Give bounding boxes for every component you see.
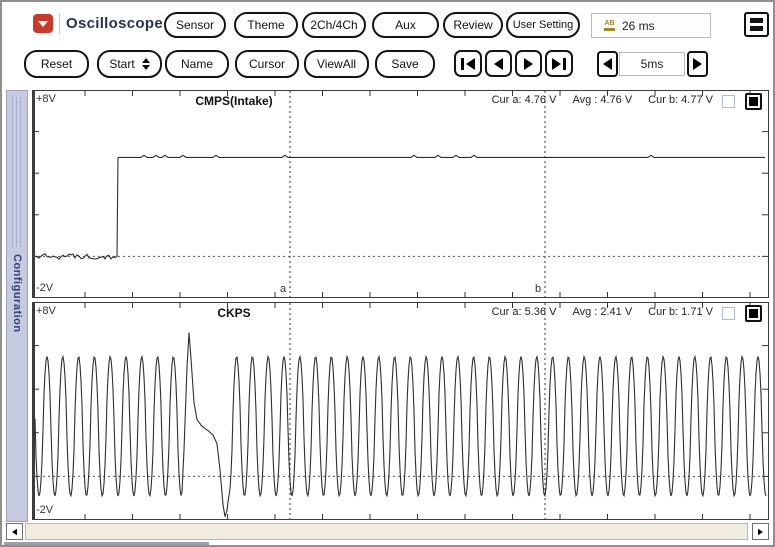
cur-b-value: Cur b: 1.71 V [648,306,713,318]
up-down-spinner-icon [141,58,150,70]
avg-value: Avg : 2.41 V [572,306,633,318]
hscroll-track[interactable] [25,523,748,540]
skip-to-start-button[interactable] [454,50,482,77]
step-back-button[interactable] [485,50,512,77]
skip-to-start-icon [461,57,464,70]
channel-mode-button[interactable]: 2Ch/4Ch [302,12,366,38]
review-button[interactable]: Review [443,12,503,38]
sidebar-grip [12,97,22,247]
hamburger-menu-icon [750,18,763,23]
viewall-button[interactable]: ViewAll [304,50,369,78]
cursor-readout-ckps: Cur a: 5.36 V Avg : 2.41 V Cur b: 1.71 V [492,306,713,318]
chart-panel-ckps: +8V -2V CKPS Cur a: 5.36 V Avg : 2.41 V … [32,302,769,520]
window-menu-button[interactable] [744,12,769,37]
channel-style-button-cmps[interactable] [745,93,762,110]
reset-button[interactable]: Reset [24,50,89,78]
window-bottom-edge [4,542,209,545]
step-back-icon [494,57,503,70]
sensor-button[interactable]: Sensor [164,12,226,38]
ab-time-value: 26 ms [622,18,655,33]
cursor-readout-cmps: Cur a: 4.76 V Avg : 4.76 V Cur b: 4.77 V [492,94,713,106]
y-axis-min-label: -2V [36,504,54,516]
timebase-prev-button[interactable] [597,51,618,77]
chart-panel-cmps: +8V -2V CMPS(Intake) Cur a: 4.76 V Avg :… [32,90,769,298]
waveform-canvas-ckps [32,302,769,520]
cur-b-value: Cur b: 4.77 V [648,94,713,106]
hscroll-right-button[interactable] [752,523,769,540]
y-axis-max-label: +8V [36,305,56,317]
ab-interval-icon: AB [604,20,615,31]
scroll-right-icon [758,528,763,535]
channel-visibility-checkbox-ckps[interactable] [722,307,735,320]
cursor-a-label: a [280,283,287,295]
skip-to-end-button[interactable] [545,50,573,77]
red-dropdown-chevron-icon [38,20,48,27]
hscroll-left-button[interactable] [6,523,23,540]
waveform-canvas-cmps [32,90,769,298]
page-title: Oscilloscope [66,15,163,32]
channel-title-cmps: CMPS(Intake) [195,94,273,108]
y-axis-max-label: +8V [36,93,56,105]
theme-button[interactable]: Theme [234,12,298,38]
app-menu-button[interactable] [33,14,53,33]
timebase-value: 5ms [619,52,685,76]
sidebar-label: Configuration [11,254,23,333]
cur-a-value: Cur a: 5.36 V [491,306,557,318]
scroll-left-icon [12,528,17,535]
channel-style-button-ckps[interactable] [745,305,762,322]
step-forward-button[interactable] [515,50,542,77]
cursor-b-label: b [535,283,542,295]
save-button[interactable]: Save [375,50,435,78]
timebase-next-button[interactable] [687,51,708,77]
y-axis-min-label: -2V [36,282,54,294]
timebase-prev-icon [603,58,612,70]
user-setting-button[interactable]: User Setting [506,12,580,38]
channel-title-ckps: CKPS [217,306,251,320]
aux-button[interactable]: Aux [372,12,439,38]
sidebar-tab-configuration[interactable]: Configuration [6,90,28,522]
step-forward-icon [524,57,533,70]
timebase-next-icon [693,58,702,70]
cur-a-value: Cur a: 4.76 V [491,94,557,106]
name-button[interactable]: Name [165,50,229,78]
avg-value: Avg : 4.76 V [572,94,633,106]
skip-to-end-icon [552,57,561,70]
ab-time-readout: AB 26 ms [591,13,711,38]
start-button[interactable]: Start [97,50,162,78]
cursor-button[interactable]: Cursor [235,50,299,78]
title-divider [59,13,60,34]
channel-visibility-checkbox-cmps[interactable] [722,95,735,108]
